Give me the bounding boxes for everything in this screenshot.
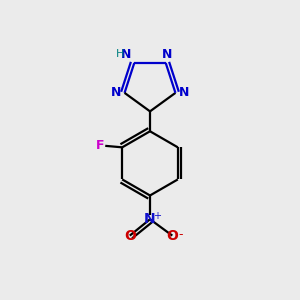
Text: N: N — [162, 48, 172, 61]
Text: +: + — [153, 211, 161, 221]
Text: N: N — [144, 212, 156, 226]
Text: N: N — [111, 86, 121, 99]
Text: O: O — [167, 229, 178, 243]
Text: N: N — [121, 48, 131, 61]
Text: N: N — [178, 86, 189, 99]
Text: H: H — [116, 49, 124, 59]
Text: O: O — [124, 229, 136, 243]
Text: F: F — [96, 139, 104, 152]
Text: -: - — [178, 228, 183, 241]
